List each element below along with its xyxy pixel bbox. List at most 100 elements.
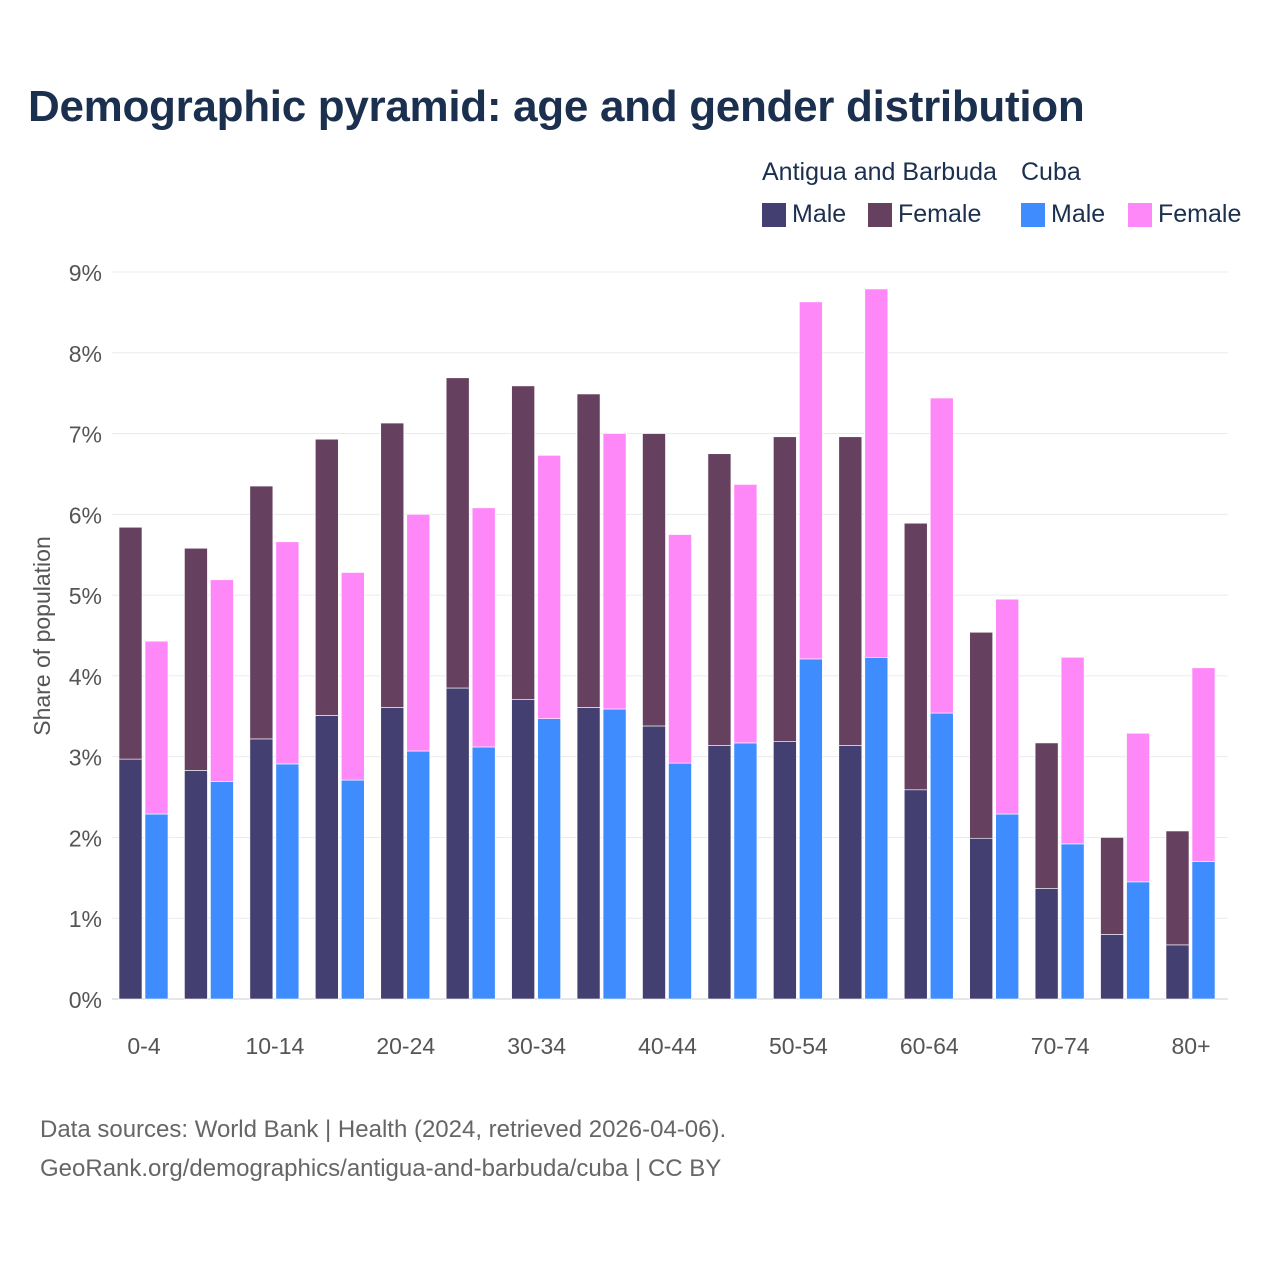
- bar-cuba-male-65-69: [995, 813, 1019, 1000]
- legend-group-antigua: Antigua and Barbuda: [762, 158, 997, 186]
- bar-cuba-female-75-79: [1126, 732, 1150, 883]
- legend-label: Male: [1051, 200, 1106, 228]
- bar-antigua-and-barbuda-female-65-69: [969, 631, 993, 839]
- legend-item-cuba-female[interactable]: Female: [1128, 200, 1241, 229]
- legend-group-cuba: Cuba: [1021, 158, 1081, 186]
- legend-label: Male: [792, 200, 847, 228]
- bar-antigua-and-barbuda-male-40-44: [642, 725, 666, 1000]
- bar-antigua-and-barbuda-male-0-4: [118, 758, 143, 1000]
- bar-cuba-female-70-74: [1060, 657, 1085, 845]
- legend-swatch: [868, 202, 892, 227]
- bar-cuba-female-15-19: [341, 572, 365, 781]
- y-tick-label: 9%: [69, 260, 102, 286]
- bar-cuba-female-80+: [1191, 667, 1216, 862]
- bar-antigua-and-barbuda-male-5-9: [184, 770, 208, 1000]
- bar-cuba-female-50-54: [799, 301, 823, 660]
- bar-antigua-and-barbuda-female-40-44: [642, 433, 666, 727]
- legend-swatch: [762, 202, 786, 227]
- bar-cuba-female-45-49: [733, 484, 758, 744]
- bar-cuba-female-20-24: [406, 514, 431, 752]
- bar-cuba-male-75-79: [1126, 881, 1150, 1000]
- bar-antigua-and-barbuda-male-30-34: [511, 699, 535, 1000]
- x-tick-label: 0-4: [127, 1033, 160, 1059]
- y-tick-label: 3%: [69, 745, 102, 771]
- bar-cuba-female-5-9: [210, 579, 234, 783]
- y-tick-label: 5%: [69, 583, 102, 609]
- bar-antigua-and-barbuda-female-0-4: [118, 526, 143, 760]
- bar-cuba-male-60-64: [929, 712, 954, 1000]
- bar-antigua-and-barbuda-female-5-9: [184, 547, 208, 771]
- bar-antigua-and-barbuda-female-25-29: [445, 377, 470, 689]
- bar-cuba-female-10-14: [275, 541, 300, 765]
- bar-cuba-female-65-69: [995, 598, 1019, 815]
- bar-cuba-male-5-9: [210, 781, 234, 1000]
- bar-cuba-male-30-34: [537, 718, 561, 1000]
- bar-cuba-male-25-29: [471, 746, 496, 1000]
- x-tick-label: 50-54: [769, 1033, 828, 1059]
- legend-item-cuba-male[interactable]: Male: [1021, 200, 1105, 229]
- legend-label: Female: [1158, 200, 1242, 228]
- bar-cuba-male-55-59: [864, 657, 889, 1000]
- y-tick-label: 4%: [69, 664, 102, 690]
- bar-antigua-and-barbuda-female-30-34: [511, 385, 535, 700]
- bar-cuba-male-15-19: [341, 779, 365, 1000]
- bar-antigua-and-barbuda-male-50-54: [773, 741, 797, 1000]
- bar-antigua-and-barbuda-female-15-19: [315, 438, 339, 716]
- y-axis-label: Share of population: [29, 536, 55, 736]
- bar-antigua-and-barbuda-female-45-49: [707, 453, 732, 746]
- x-tick-label: 30-34: [507, 1033, 566, 1059]
- y-tick-label: 6%: [69, 502, 102, 528]
- bar-cuba-female-40-44: [668, 534, 692, 764]
- bar-cuba-male-40-44: [668, 762, 692, 1000]
- bar-antigua-and-barbuda-female-55-59: [838, 436, 863, 746]
- x-tick-label: 10-14: [245, 1033, 304, 1059]
- bar-antigua-and-barbuda-female-70-74: [1034, 742, 1059, 889]
- legend-swatch: [1021, 202, 1045, 227]
- chart-title: Demographic pyramid: age and gender dist…: [28, 82, 1085, 131]
- footer-source: Data sources: World Bank | Health (2024,…: [40, 1116, 727, 1143]
- bar-antigua-and-barbuda-male-15-19: [315, 715, 339, 1000]
- legend-label: Female: [898, 200, 982, 228]
- bar-cuba-female-55-59: [864, 288, 889, 658]
- bar-cuba-male-45-49: [733, 742, 758, 1000]
- bar-cuba-female-30-34: [537, 455, 561, 720]
- bar-antigua-and-barbuda-male-25-29: [445, 687, 470, 1000]
- bar-antigua-and-barbuda-male-70-74: [1034, 888, 1059, 1000]
- bar-antigua-and-barbuda-male-80+: [1165, 944, 1190, 1000]
- bar-antigua-and-barbuda-male-55-59: [838, 745, 863, 1000]
- bar-cuba-male-0-4: [144, 813, 169, 1000]
- bar-antigua-and-barbuda-female-60-64: [903, 522, 928, 791]
- bar-antigua-and-barbuda-female-35-39: [576, 393, 601, 708]
- x-tick-label: 60-64: [900, 1033, 959, 1059]
- y-tick-label: 8%: [69, 341, 102, 367]
- x-tick-label: 40-44: [638, 1033, 697, 1059]
- bar-antigua-and-barbuda-female-10-14: [249, 485, 274, 740]
- x-tick-label: 80+: [1171, 1033, 1210, 1059]
- bar-cuba-male-80+: [1191, 861, 1216, 1000]
- y-tick-label: 0%: [69, 987, 102, 1013]
- y-tick-label: 2%: [69, 825, 102, 851]
- legend-item-antigua-female[interactable]: Female: [868, 200, 981, 229]
- bar-antigua-and-barbuda-female-75-79: [1100, 837, 1124, 935]
- legend-item-antigua-male[interactable]: Male: [762, 200, 846, 229]
- bar-antigua-and-barbuda-female-50-54: [773, 436, 797, 742]
- bar-cuba-male-20-24: [406, 750, 431, 1000]
- bar-cuba-male-10-14: [275, 763, 300, 1000]
- bar-antigua-and-barbuda-male-65-69: [969, 837, 993, 1000]
- bar-antigua-and-barbuda-female-20-24: [380, 422, 405, 708]
- legend-swatch: [1128, 202, 1152, 227]
- bar-antigua-and-barbuda-male-45-49: [707, 745, 732, 1000]
- bar-cuba-female-25-29: [471, 507, 496, 748]
- bar-antigua-and-barbuda-male-35-39: [576, 707, 601, 1000]
- footer-url[interactable]: GeoRank.org/demographics/antigua-and-bar…: [40, 1155, 722, 1182]
- bar-cuba-male-35-39: [602, 708, 627, 1000]
- chart-plot: 0% 1% 2% 3% 4% 5% 6% 7% 8% 9% Share of population 0…: [29, 260, 1228, 1059]
- x-tick-label: 70-74: [1031, 1033, 1090, 1059]
- bar-cuba-male-50-54: [799, 658, 823, 1000]
- bar-cuba-female-0-4: [144, 640, 169, 815]
- bar-cuba-female-35-39: [602, 433, 627, 710]
- x-tick-label: 20-24: [376, 1033, 435, 1059]
- y-tick-label: 1%: [69, 906, 102, 932]
- y-tick-label: 7%: [69, 422, 102, 448]
- bar-antigua-and-barbuda-male-75-79: [1100, 934, 1124, 1000]
